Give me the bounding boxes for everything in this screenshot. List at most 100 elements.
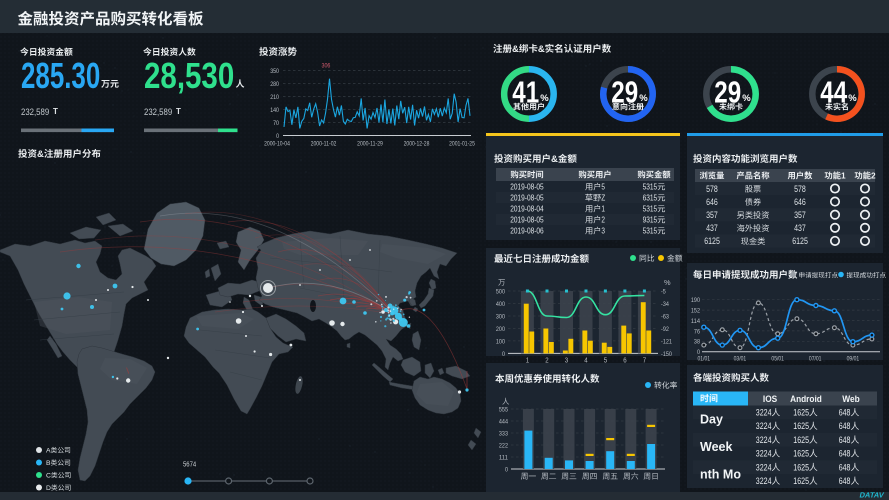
svg-text:285.30: 285.30 <box>21 56 100 96</box>
svg-text:-121: -121 <box>661 338 672 345</box>
svg-text:152: 152 <box>691 308 700 315</box>
svg-text:555: 555 <box>499 406 508 413</box>
svg-text:7: 7 <box>643 356 646 365</box>
svg-text:1625: 1625 <box>793 435 809 445</box>
svg-text:5315: 5315 <box>643 183 658 192</box>
svg-text:350: 350 <box>270 68 279 75</box>
svg-text:2001-01-25: 2001-01-25 <box>449 141 475 148</box>
svg-text:2000-10-04: 2000-10-04 <box>264 141 290 148</box>
svg-text:140: 140 <box>270 107 279 114</box>
svg-text:&: & <box>551 154 558 165</box>
svg-text:1625: 1625 <box>793 476 809 486</box>
svg-text:2: 2 <box>601 216 605 225</box>
svg-text:38: 38 <box>694 339 700 346</box>
svg-text:6: 6 <box>623 356 626 365</box>
svg-text:578: 578 <box>794 184 806 194</box>
svg-text:2000-11-02: 2000-11-02 <box>311 141 337 148</box>
svg-text:111: 111 <box>499 454 508 461</box>
svg-text:28,530: 28,530 <box>144 55 234 95</box>
svg-text:&: & <box>37 149 44 160</box>
svg-text:232,589: 232,589 <box>144 107 172 118</box>
svg-text:3224: 3224 <box>756 408 772 418</box>
svg-text:2019-08-06: 2019-08-06 <box>510 226 544 236</box>
svg-text:29: 29 <box>714 75 741 110</box>
svg-text:9315: 9315 <box>643 216 658 225</box>
svg-text:1625: 1625 <box>793 449 809 459</box>
svg-text:648: 648 <box>839 462 851 472</box>
svg-text:400: 400 <box>496 301 505 308</box>
svg-text:-5: -5 <box>661 288 666 295</box>
svg-text:-63: -63 <box>661 313 669 320</box>
svg-text:0: 0 <box>276 133 279 140</box>
svg-text:2000-11-29: 2000-11-29 <box>357 141 383 148</box>
svg-text:Android: Android <box>790 394 822 404</box>
svg-text:437: 437 <box>706 223 718 233</box>
svg-text:76: 76 <box>694 328 700 335</box>
svg-text:1625: 1625 <box>793 408 809 418</box>
svg-text:1625: 1625 <box>793 421 809 431</box>
svg-text:%: % <box>540 93 549 104</box>
svg-text:222: 222 <box>499 442 508 449</box>
svg-text:444: 444 <box>499 418 508 425</box>
svg-text:6125: 6125 <box>792 236 808 246</box>
svg-text:3224: 3224 <box>756 449 772 459</box>
svg-text:3: 3 <box>565 356 568 365</box>
svg-text:&: & <box>538 44 545 55</box>
svg-text:1625: 1625 <box>793 462 809 472</box>
svg-text:Week: Week <box>700 440 732 454</box>
svg-text:07/01: 07/01 <box>809 356 822 363</box>
svg-text:Web: Web <box>842 394 860 404</box>
svg-text:-92: -92 <box>661 326 669 333</box>
svg-text:500: 500 <box>496 288 505 295</box>
svg-text:1: 1 <box>526 356 529 365</box>
svg-text:5: 5 <box>601 183 605 192</box>
svg-text:2: 2 <box>871 171 876 181</box>
svg-text:09/01: 09/01 <box>847 356 860 363</box>
svg-text:333: 333 <box>499 430 508 437</box>
svg-text:C: C <box>46 473 51 480</box>
svg-text:357: 357 <box>794 210 806 220</box>
svg-text:1: 1 <box>841 171 846 181</box>
svg-text:0: 0 <box>502 351 505 358</box>
svg-text:2019-08-05: 2019-08-05 <box>510 182 544 192</box>
svg-text:3: 3 <box>601 227 605 236</box>
svg-text:357: 357 <box>706 210 718 220</box>
svg-text:2019-08-04: 2019-08-04 <box>510 204 544 214</box>
svg-text:-34: -34 <box>661 301 669 308</box>
svg-text:5315: 5315 <box>643 227 658 236</box>
svg-text:3224: 3224 <box>756 476 772 486</box>
svg-text:%: % <box>742 93 751 104</box>
svg-text:A: A <box>46 448 51 455</box>
svg-text:646: 646 <box>706 197 718 207</box>
svg-text:5674: 5674 <box>183 462 196 469</box>
svg-text:306: 306 <box>322 63 331 70</box>
svg-text:210: 210 <box>270 94 279 101</box>
svg-text:648: 648 <box>839 421 851 431</box>
svg-text:3224: 3224 <box>756 421 772 431</box>
svg-text:T: T <box>53 107 58 116</box>
svg-text:&: & <box>512 44 519 55</box>
svg-text:232,589: 232,589 <box>21 107 49 118</box>
svg-text:2000-12-28: 2000-12-28 <box>404 141 430 148</box>
svg-text:5: 5 <box>604 356 607 365</box>
svg-text:648: 648 <box>839 476 851 486</box>
svg-text:190: 190 <box>691 297 700 304</box>
svg-text:%: % <box>848 93 857 104</box>
svg-text:B: B <box>46 460 51 467</box>
svg-text:6125: 6125 <box>704 236 720 246</box>
svg-text:44: 44 <box>820 75 847 110</box>
svg-text:2019-08-05: 2019-08-05 <box>510 193 544 203</box>
svg-text:Day: Day <box>700 413 723 427</box>
svg-text:T: T <box>176 107 181 116</box>
svg-text:5315: 5315 <box>643 205 658 214</box>
svg-text:2019-08-05: 2019-08-05 <box>510 215 544 225</box>
svg-text:437: 437 <box>794 223 806 233</box>
svg-text:%: % <box>664 278 671 287</box>
svg-text:0: 0 <box>697 349 700 356</box>
svg-text:648: 648 <box>839 449 851 459</box>
svg-text:4: 4 <box>584 356 587 365</box>
svg-text:114: 114 <box>691 318 700 325</box>
svg-text:03/01: 03/01 <box>734 356 747 363</box>
svg-text:D: D <box>46 485 51 492</box>
svg-text:3224: 3224 <box>756 435 772 445</box>
